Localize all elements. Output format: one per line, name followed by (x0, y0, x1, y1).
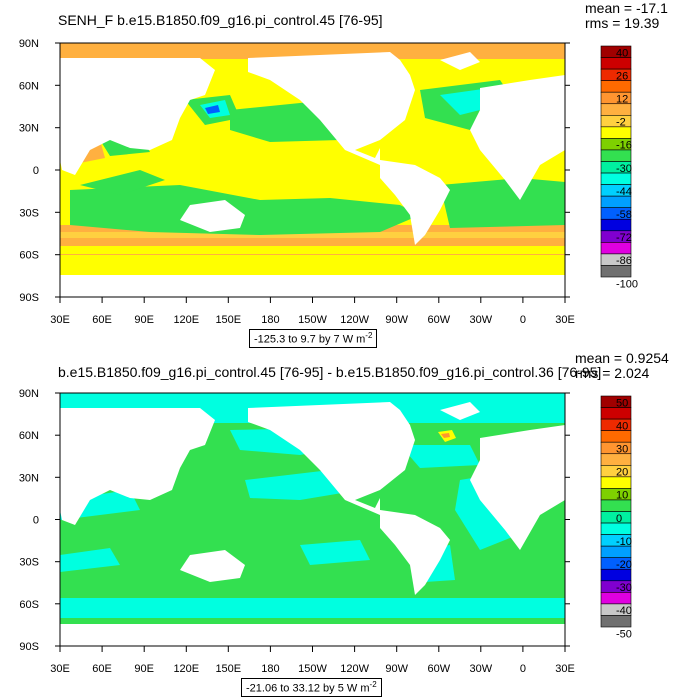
bottom-colorbar-label: 40 (616, 420, 628, 432)
bottom-lon-label: 30W (469, 663, 492, 675)
top-colorbar-label: 26 (616, 70, 628, 82)
bottom-land-mask (60, 402, 565, 646)
bottom-colorbar (600, 395, 632, 628)
top-lon-label: 0 (520, 314, 526, 326)
top-lon-label: 60E (92, 314, 112, 326)
top-lat-label: 90S (19, 292, 39, 304)
top-mean-stat: mean = -17.1 (585, 0, 668, 16)
top-colorbar-label: -86 (616, 255, 632, 267)
top-lat-labels: 90N 60N 30N 0 30S 60S 90S (19, 38, 39, 304)
top-lat-ticks (55, 42, 570, 298)
bottom-range-text: -21.06 to 33.12 by 5 (246, 682, 344, 695)
bottom-map-title: b.e15.B1850.f09_g16.pi_control.45 [76-95… (58, 364, 602, 380)
bottom-colorbar-label: 10 (616, 490, 628, 502)
top-colorbar-label: 40 (616, 47, 628, 59)
top-colorbar-label: 12 (616, 94, 628, 106)
bottom-lon-label: 90W (385, 663, 408, 675)
bottom-colorbar-label: 50 (616, 397, 628, 409)
top-range-label: -125.3 to 9.7 by 7 W m-2 (249, 329, 378, 348)
bottom-rms-stat: rms = 2.024 (575, 365, 650, 381)
top-lon-labels: 30E 60E 90E 120E 150E 180 150W 120W 90W … (50, 314, 575, 326)
bottom-lat-labels: 90N 60N 30N 0 30S 60S 90S (19, 388, 39, 653)
top-map-panel: SENH_F b.e15.B1850.f09_g16.pi_control.45… (19, 0, 668, 348)
bottom-field (60, 393, 565, 646)
bottom-lon-labels: 30E 60E 90E 120E 150E 180 150W 120W 90W … (50, 663, 575, 675)
bottom-colorbar-label: -30 (616, 582, 632, 594)
bottom-lon-label: 150W (298, 663, 327, 675)
top-map-figure: 90N 60N 30N 0 30S 60S 90S 30E 60E 90E 12… (19, 38, 638, 326)
bottom-lon-label: 30E (50, 663, 70, 675)
bottom-colorbar-label: -40 (616, 605, 632, 617)
colorbar-swatch (600, 615, 632, 628)
top-colorbar-label: -100 (616, 278, 638, 290)
bottom-lon-label: 60W (427, 663, 450, 675)
top-lon-label: 30E (50, 314, 70, 326)
bottom-lon-label: 150E (215, 663, 241, 675)
bottom-colorbar-label: -20 (616, 559, 632, 571)
bottom-map-panel: b.e15.B1850.f09_g16.pi_control.45 [76-95… (0, 350, 700, 700)
bottom-range-exponent: -2 (369, 680, 377, 689)
top-colorbar-label: -30 (616, 163, 632, 175)
top-lon-label: 90W (385, 314, 408, 326)
top-lon-label: 150W (298, 314, 327, 326)
top-colorbar-label: -72 (616, 232, 632, 244)
bottom-mean-stat: mean = 0.9254 (575, 350, 669, 366)
bottom-lat-label: 0 (33, 515, 39, 527)
top-land-mask (60, 52, 565, 297)
bottom-lon-label: 0 (520, 663, 526, 675)
top-lat-label: 0 (33, 165, 39, 177)
top-range-exponent: -2 (365, 331, 373, 340)
bottom-range-label: -21.06 to 33.12 by 5 W m-2 (241, 678, 382, 697)
top-colorbar-label: -44 (616, 186, 632, 198)
bottom-colorbar-label: 20 (616, 467, 628, 479)
top-range-text: -125.3 to 9.7 by 7 (254, 333, 340, 346)
bottom-lat-label: 60S (19, 599, 39, 611)
top-lat-label: 30S (19, 207, 39, 219)
top-colorbar-label: -16 (616, 140, 632, 152)
top-lat-label: 30N (19, 123, 39, 135)
top-rms-stat: rms = 19.39 (585, 15, 660, 31)
bottom-lat-label: 90S (19, 641, 39, 653)
bottom-lon-label: 90E (134, 663, 154, 675)
colorbar-swatch (600, 265, 632, 278)
bottom-lat-label: 30S (19, 557, 39, 569)
top-colorbar-labels: 40 26 12 -2 -16 -30 -44 -58 -72 -86 -100 (616, 47, 638, 290)
bottom-lon-label: 120E (173, 663, 199, 675)
bottom-lat-ticks (55, 392, 570, 647)
top-colorbar-label: -58 (616, 209, 632, 221)
bottom-map-figure: 90N 60N 30N 0 30S 60S 90S 30E 60E 90E 12… (19, 388, 632, 675)
bottom-colorbar-label: -10 (616, 536, 632, 548)
top-lon-label: 120E (173, 314, 199, 326)
bottom-lon-label: 30E (555, 663, 575, 675)
bottom-lon-label: 120W (340, 663, 369, 675)
bottom-lon-ticks (59, 646, 566, 652)
bottom-range-unit: W m (346, 682, 370, 695)
top-lon-ticks (59, 297, 566, 303)
bottom-colorbar-label: 0 (616, 513, 622, 525)
top-colorbar (600, 45, 632, 278)
bottom-colorbar-label: -50 (616, 628, 632, 640)
bottom-lat-label: 90N (19, 388, 39, 400)
top-lat-label: 60S (19, 250, 39, 262)
top-lon-label: 30W (469, 314, 492, 326)
top-lon-label: 120W (340, 314, 369, 326)
bottom-colorbar-labels: 50 40 30 20 10 0 -10 -20 -30 -40 -50 (616, 397, 632, 640)
top-field (60, 43, 565, 297)
top-lon-label: 150E (215, 314, 241, 326)
bottom-colorbar-label: 30 (616, 444, 628, 456)
top-lon-label: 30E (555, 314, 575, 326)
top-lon-label: 90E (134, 314, 154, 326)
bottom-lon-label: 60E (92, 663, 112, 675)
top-lat-label: 90N (19, 38, 39, 50)
top-lon-label: 60W (427, 314, 450, 326)
top-colorbar-label: -2 (616, 117, 626, 129)
top-lat-label: 60N (19, 80, 39, 92)
top-range-unit: W m (342, 333, 366, 346)
bottom-lat-label: 30N (19, 472, 39, 484)
top-map-title: SENH_F b.e15.B1850.f09_g16.pi_control.45… (58, 12, 383, 28)
bottom-lat-label: 60N (19, 430, 39, 442)
top-lon-label: 180 (261, 314, 279, 326)
bottom-lon-label: 180 (261, 663, 279, 675)
